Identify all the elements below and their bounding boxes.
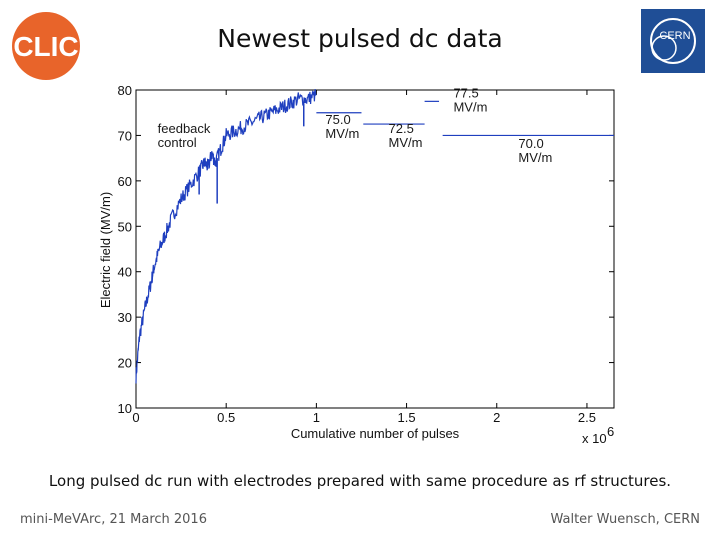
cern-logo-text: CERN (659, 30, 690, 42)
caption: Long pulsed dc run with electrodes prepa… (48, 472, 672, 490)
chart-annotation: MV/m (325, 126, 359, 141)
y-tick-label: 80 (118, 83, 132, 98)
y-tick-label: 20 (118, 356, 132, 371)
cern-logo-ring (650, 18, 696, 64)
chart: 0 0.5 1 1.5 2 2.5 10 20 30 40 50 60 70 80 Cumulative n… (98, 83, 615, 446)
slide-title: Newest pulsed dc data (217, 24, 503, 53)
chart-annotation: MV/m (453, 99, 487, 114)
x-tick-label: 1 (313, 410, 320, 425)
clic-logo-text: CLIC (13, 31, 78, 62)
x-multiplier-label: x 10 (582, 431, 607, 446)
chart-annotation: feedback (158, 121, 211, 136)
clic-logo: CLIC (10, 10, 82, 82)
chart-annotation: 75.0 (325, 112, 350, 127)
x-tick-label: 1.5 (398, 410, 416, 425)
cern-logo: CERN (640, 8, 706, 74)
x-tick-label: 0.5 (217, 410, 235, 425)
x-multiplier-exponent: 6 (607, 424, 614, 439)
y-tick-label: 50 (118, 219, 132, 234)
chart-annotation: 77.5 (453, 85, 478, 100)
y-tick-label: 40 (118, 265, 132, 280)
x-tick-label: 2 (493, 410, 500, 425)
chart-annotation: MV/m (518, 150, 552, 165)
x-tick-label: 0 (132, 410, 139, 425)
clic-logo-circle (12, 12, 80, 80)
cern-logo-small-ring (651, 35, 677, 61)
chart-plot: 0 0.5 1 1.5 2 2.5 10 20 30 40 50 60 70 80 Cumulative n… (98, 83, 615, 446)
x-tick-label: 2.5 (578, 410, 596, 425)
chart-annotation: MV/m (389, 135, 423, 150)
x-axis-label: Cumulative number of pulses (291, 426, 460, 441)
y-tick-label: 60 (118, 174, 132, 189)
series-line (135, 89, 317, 384)
y-tick-label: 30 (118, 310, 132, 325)
footer-event: mini-MeVArc, 21 March 2016 (20, 512, 207, 527)
y-tick-label: 10 (118, 401, 132, 416)
y-tick-label: 70 (118, 128, 132, 143)
chart-annotation: 70.0 (518, 136, 543, 151)
y-axis-label: Electric field (MV/m) (98, 192, 113, 308)
chart-annotation: control (158, 135, 197, 150)
plot-frame (135, 89, 615, 409)
chart-annotation: 72.5 (389, 121, 414, 136)
footer-author: Walter Wuensch, CERN (550, 512, 700, 527)
